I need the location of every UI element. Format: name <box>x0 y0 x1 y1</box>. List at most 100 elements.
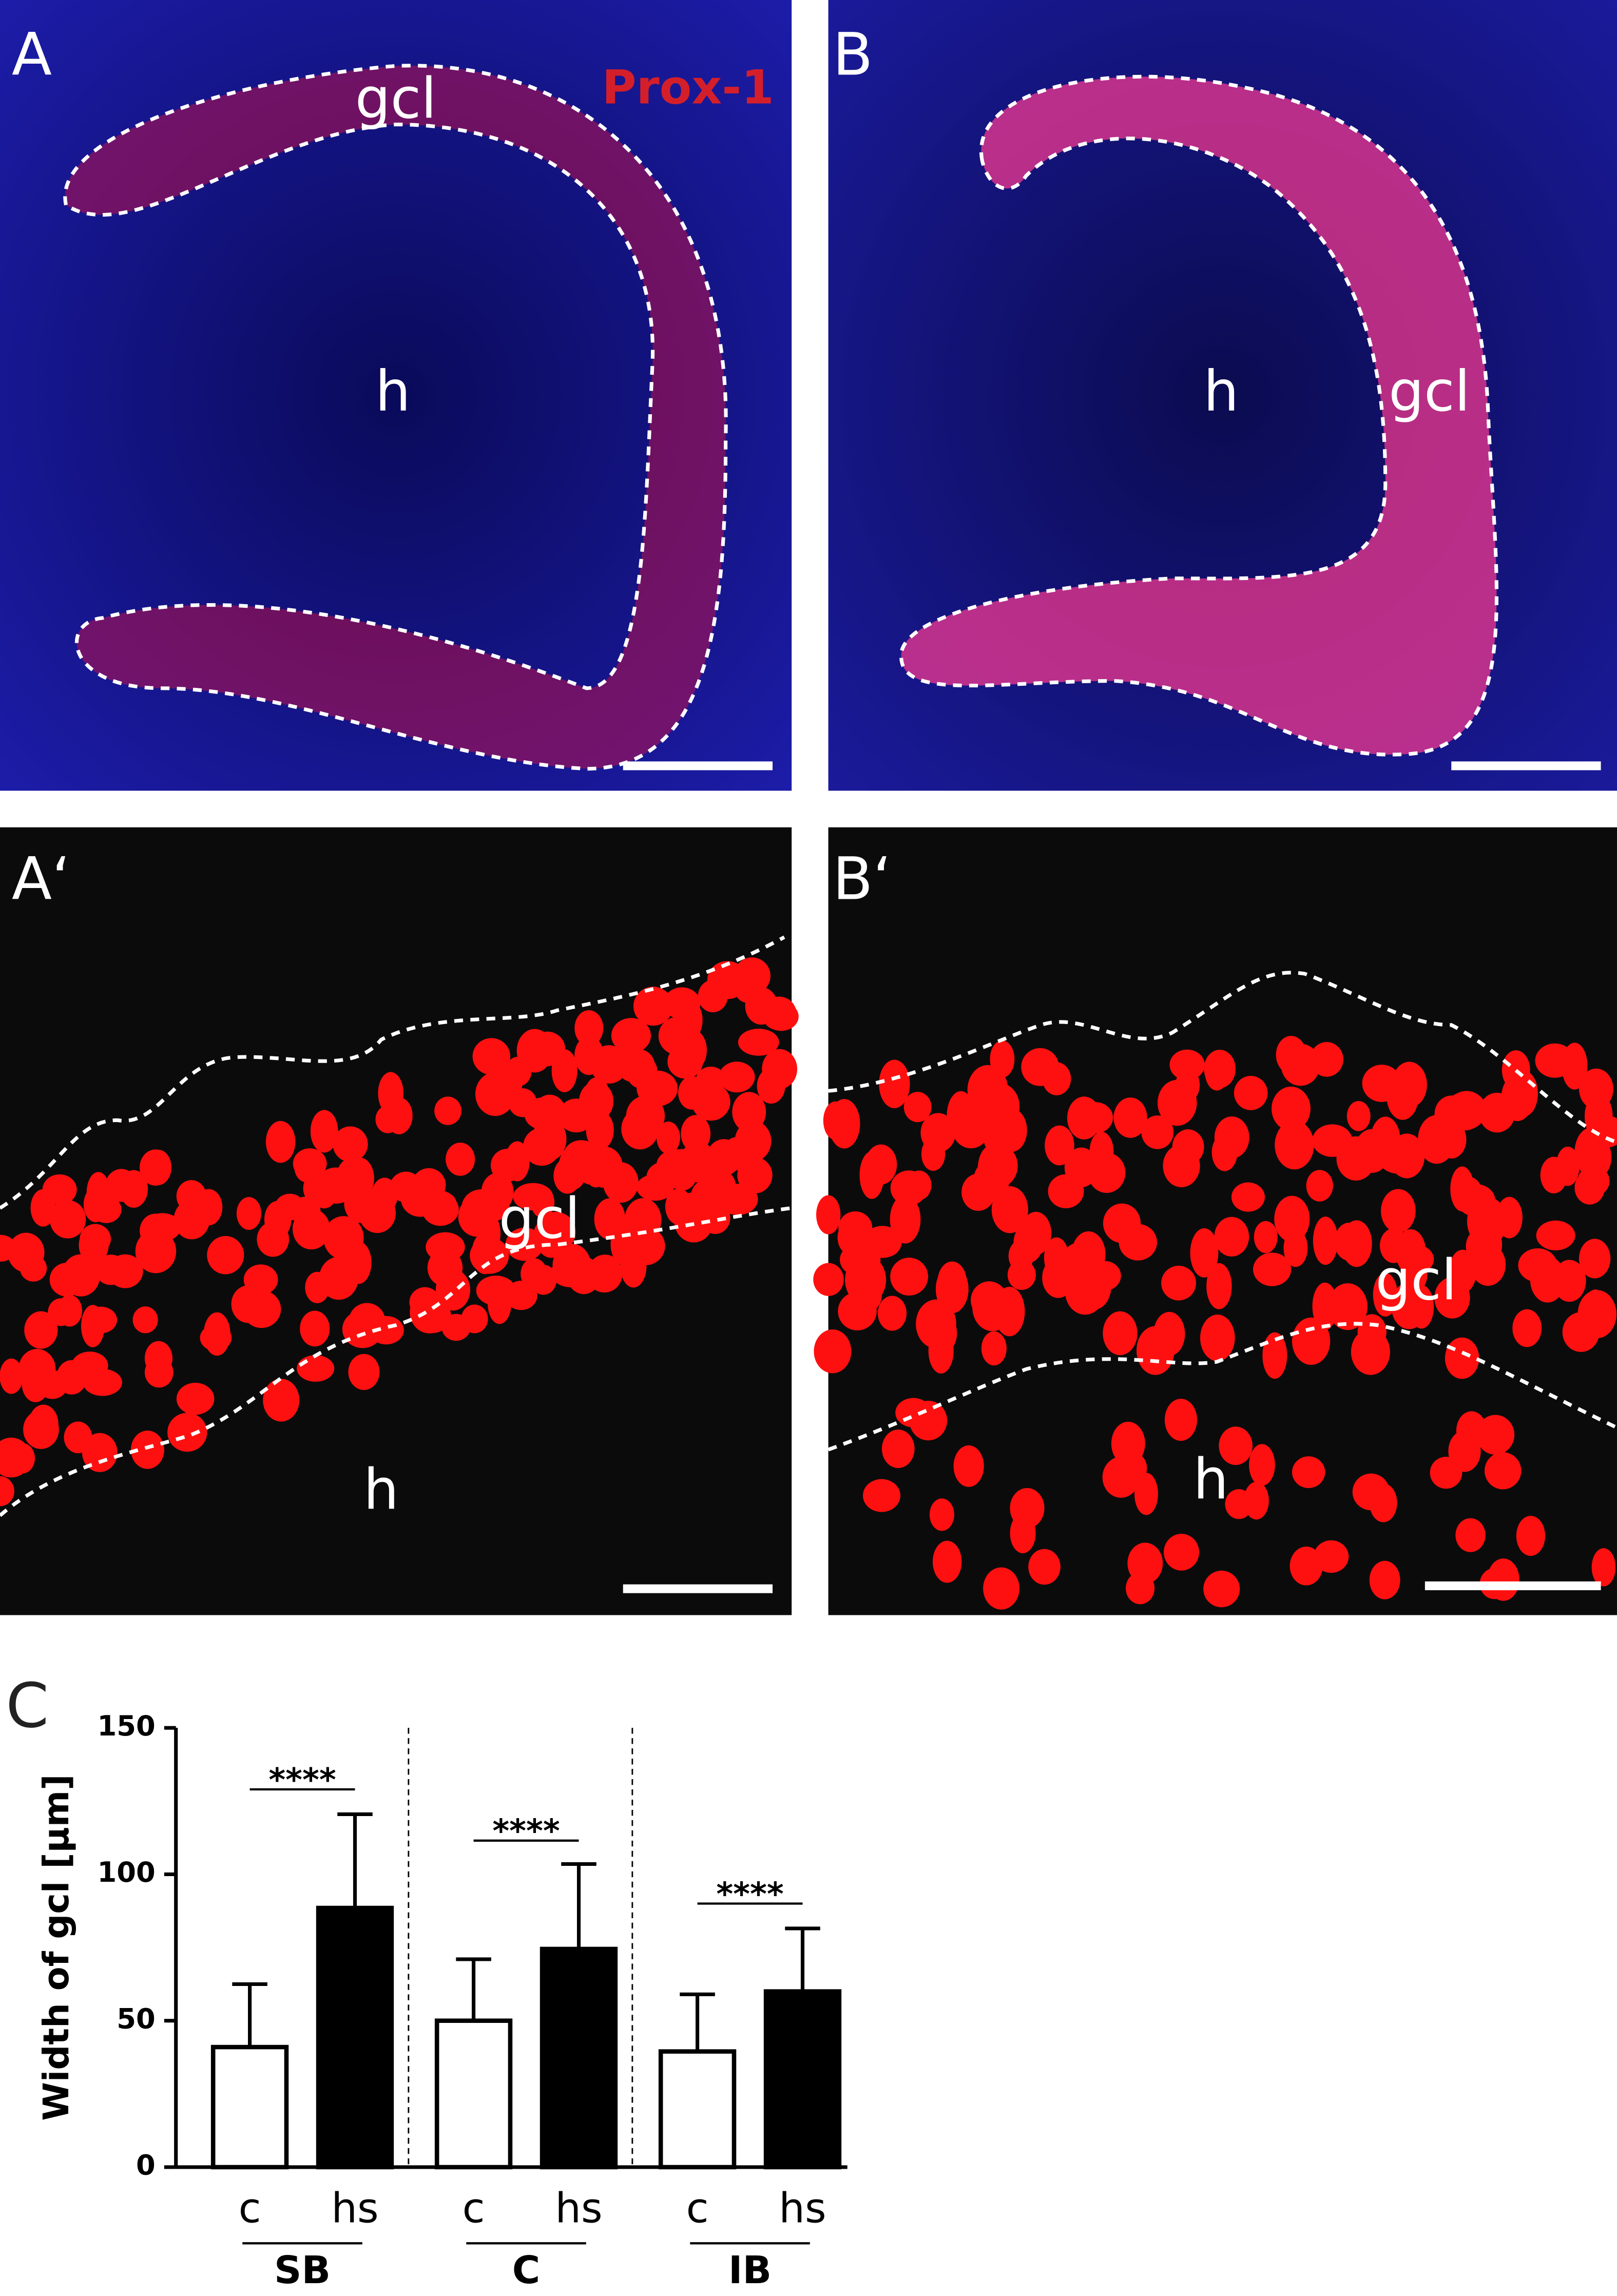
cell <box>490 1148 524 1182</box>
y-tick-label: 150 <box>97 1710 155 1742</box>
bar <box>763 1989 842 2170</box>
cell <box>1103 1203 1141 1243</box>
cell <box>1205 1052 1229 1091</box>
cell <box>476 1276 516 1306</box>
cell <box>981 1331 1007 1366</box>
cell <box>873 1227 902 1257</box>
cell <box>1071 1231 1106 1278</box>
cell <box>174 1200 210 1240</box>
cell <box>1102 1457 1140 1498</box>
cell <box>1466 1229 1491 1264</box>
cell <box>690 1180 720 1219</box>
cell <box>242 1290 281 1328</box>
region-label: gcl <box>1375 1248 1457 1313</box>
cell <box>1274 1195 1310 1242</box>
cell <box>838 1211 873 1245</box>
cell <box>1579 1239 1611 1279</box>
cell <box>505 1056 532 1087</box>
cell <box>323 1216 364 1260</box>
cell <box>1164 1399 1198 1441</box>
cell <box>375 1105 400 1133</box>
cell <box>107 1254 143 1288</box>
cell <box>1310 1042 1343 1077</box>
cell <box>1244 1481 1269 1520</box>
cell <box>1536 1220 1575 1250</box>
cell <box>862 1479 901 1512</box>
cell <box>1048 1174 1084 1208</box>
cell <box>1380 1228 1408 1263</box>
cell <box>1352 1473 1390 1511</box>
cell <box>1357 1314 1387 1350</box>
cell <box>36 1370 68 1399</box>
gcl-outline <box>899 74 1499 757</box>
cell <box>633 987 673 1026</box>
cell <box>579 1081 614 1122</box>
cell <box>1314 1540 1349 1573</box>
cell <box>877 1296 907 1331</box>
region-label: gcl <box>355 66 437 131</box>
cell <box>585 1146 623 1188</box>
cell <box>1387 1073 1419 1120</box>
cell <box>1158 1079 1197 1126</box>
gcl-outline <box>827 1322 1617 1452</box>
cell <box>537 1227 566 1258</box>
cell <box>1169 1049 1205 1081</box>
cell <box>1103 1311 1138 1356</box>
cell <box>446 1142 475 1176</box>
cell <box>1190 1228 1219 1278</box>
cell <box>1253 1252 1292 1286</box>
cell <box>1262 1332 1287 1379</box>
cell <box>1206 1263 1232 1309</box>
cell <box>814 1329 852 1374</box>
cell <box>1007 1260 1036 1290</box>
cell <box>1445 1337 1479 1379</box>
cell <box>813 1263 844 1296</box>
cell <box>1455 1518 1486 1552</box>
scale-bar <box>623 1584 773 1593</box>
cell <box>1065 1268 1105 1315</box>
cell <box>144 1341 172 1376</box>
region-label: h <box>375 359 411 424</box>
cell <box>1275 1120 1314 1170</box>
cell <box>472 1038 511 1075</box>
group-label: SB <box>274 2248 331 2292</box>
cell <box>1276 1036 1306 1074</box>
cell <box>1042 1062 1071 1095</box>
cell <box>665 1188 692 1225</box>
group-label: IB <box>728 2248 772 2292</box>
panel-label: B <box>833 20 873 88</box>
cell <box>176 1180 206 1212</box>
cell <box>1334 1223 1364 1261</box>
cell <box>1450 1166 1474 1212</box>
cell <box>1306 1170 1333 1202</box>
cell <box>167 1413 207 1452</box>
cell <box>971 1281 1008 1319</box>
cell <box>207 1236 244 1275</box>
cell <box>0 1437 31 1478</box>
cell <box>718 1184 758 1215</box>
cell <box>973 1160 1010 1201</box>
cell <box>745 987 778 1025</box>
cell <box>1203 1570 1240 1608</box>
scale-bar <box>1451 761 1601 770</box>
cell <box>1369 1560 1400 1599</box>
cell <box>1141 1115 1174 1149</box>
cell <box>236 1197 262 1230</box>
region-label: h <box>1204 359 1239 424</box>
cell <box>513 1183 553 1211</box>
cell <box>1164 1534 1200 1571</box>
cell <box>1200 1315 1235 1361</box>
x-tick-label: c <box>686 2185 709 2232</box>
cell <box>1373 1272 1398 1317</box>
y-tick-label: 100 <box>97 1856 155 1888</box>
cell <box>696 1067 726 1094</box>
cell <box>907 1170 932 1200</box>
cell <box>594 1198 626 1240</box>
cell <box>719 1062 755 1093</box>
cell <box>983 1115 1013 1156</box>
cell <box>1067 1096 1101 1140</box>
cell <box>275 1193 305 1221</box>
cell <box>551 1049 578 1092</box>
cell <box>1231 1182 1265 1212</box>
